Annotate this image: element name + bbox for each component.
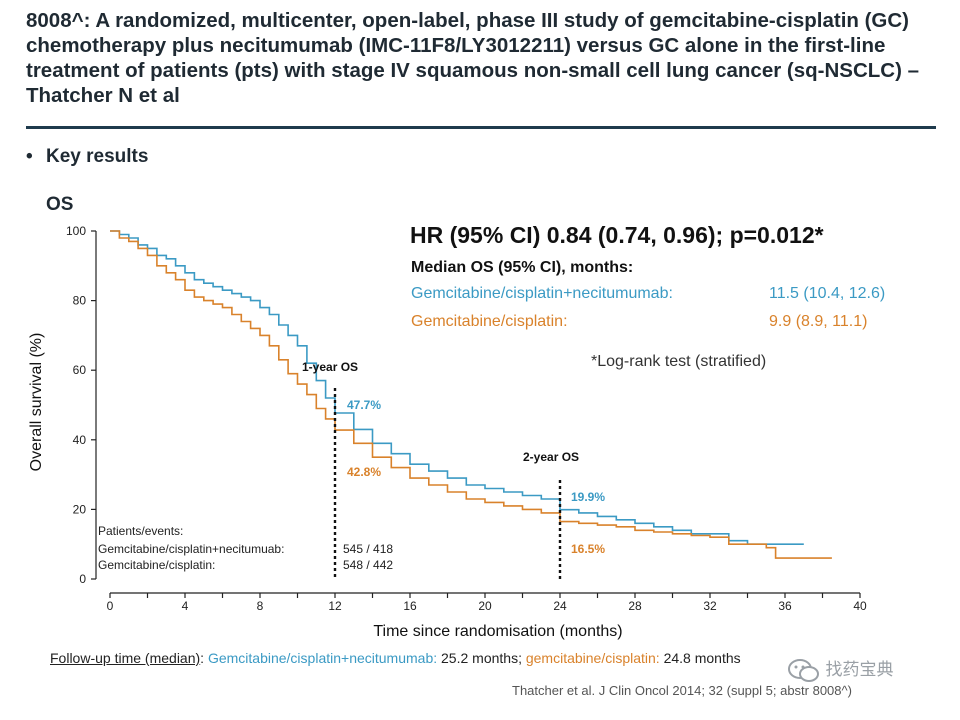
y-tick-label: 0 (79, 572, 86, 586)
median-arm1-name: Gemcitabine/cisplatin+necitumumab: (411, 285, 673, 302)
survival-curve-2 (110, 230, 832, 559)
x-tick-label: 16 (403, 599, 417, 613)
x-tick-label: 36 (778, 599, 792, 613)
patients-events-arm-1: Gemcitabine/cisplatin+necitumuab: (98, 542, 284, 556)
chart-section-label: OS (46, 194, 74, 215)
landmark-value-2-1: 19.9% (571, 490, 605, 504)
landmark-markers: 1-year OS 47.7% 42.8% 2-year OS 19.9% 16.5% (302, 360, 605, 579)
followup-colon: : (200, 650, 205, 666)
x-tick-label: 20 (478, 599, 492, 613)
hazard-ratio-text: HR (95% CI) 0.84 (0.74, 0.96); p=0.012* (410, 222, 824, 248)
median-os-heading: Median OS (95% CI), months: (411, 259, 634, 276)
patients-events-value-1: 545 / 418 (343, 542, 393, 556)
followup-arm1-value: 25.2 months; (441, 650, 522, 666)
median-arm2-value: 9.9 (8.9, 11.1) (769, 313, 868, 330)
wechat-icon (788, 658, 819, 682)
y-tick-label: 60 (73, 363, 87, 377)
x-tick-label: 28 (628, 599, 642, 613)
key-results-bullet: • Key results (26, 146, 148, 168)
patients-events-heading: Patients/events: (98, 524, 183, 538)
followup-arm2: gemcitabine/cisplatin: (525, 650, 660, 666)
title-divider (26, 126, 936, 129)
x-tick-label: 24 (553, 599, 567, 613)
x-axis-label: Time since randomisation (months) (373, 623, 622, 640)
x-tick-label: 12 (328, 599, 342, 613)
bullet-text: Key results (46, 146, 149, 167)
landmark-value-1-1: 47.7% (347, 398, 381, 412)
followup-arm1: Gemcitabine/cisplatin+necitumumab: (207, 650, 438, 666)
logrank-footnote: *Log-rank test (stratified) (591, 353, 767, 370)
median-arm1-value: 11.5 (10.4, 12.6) (769, 285, 886, 302)
patients-events-value-2: 548 / 442 (343, 558, 393, 572)
slide-title: 8008^: A randomized, multicenter, open-l… (26, 9, 920, 107)
landmark-value-2-2: 16.5% (571, 542, 605, 556)
survival-curve-1 (110, 230, 804, 545)
x-tick-label: 40 (853, 599, 867, 613)
landmark-label-2: 2-year OS (523, 450, 579, 464)
y-tick-label: 40 (73, 433, 87, 447)
x-tick-label: 8 (257, 599, 264, 613)
patients-events-table: Patients/events: Gemcitabine/cisplatin+ne… (98, 524, 393, 572)
median-arm2-name: Gemcitabine/cisplatin: (411, 313, 568, 330)
watermark: 找药宝典 (787, 655, 937, 695)
landmark-label-1: 1-year OS (302, 360, 358, 374)
x-tick-label: 0 (107, 599, 114, 613)
followup-line: Follow-up time (median): Gemcitabine/cis… (50, 650, 741, 666)
watermark-text: 找药宝典 (825, 660, 894, 679)
patients-events-arm-2: Gemcitabine/cisplatin: (98, 558, 215, 572)
y-axis-label: Overall survival (%) (28, 333, 45, 472)
y-tick-label: 100 (66, 224, 86, 238)
survival-curves (110, 230, 832, 559)
y-tick-label: 20 (73, 502, 87, 516)
x-tick-label: 32 (703, 599, 717, 613)
followup-label: Follow-up time (median) (50, 650, 201, 666)
landmark-value-1-2: 42.8% (347, 465, 381, 479)
x-tick-label: 4 (182, 599, 189, 613)
citation: Thatcher et al. J Clin Oncol 2014; 32 (s… (512, 683, 852, 698)
bullet-icon: • (26, 146, 33, 167)
chart-axes: 0 20 40 60 80 100 0 4 8 12 16 20 24 28 32 36 40 (66, 224, 867, 613)
followup-arm2-value: 24.8 months (663, 650, 741, 666)
y-tick-label: 80 (73, 294, 87, 308)
